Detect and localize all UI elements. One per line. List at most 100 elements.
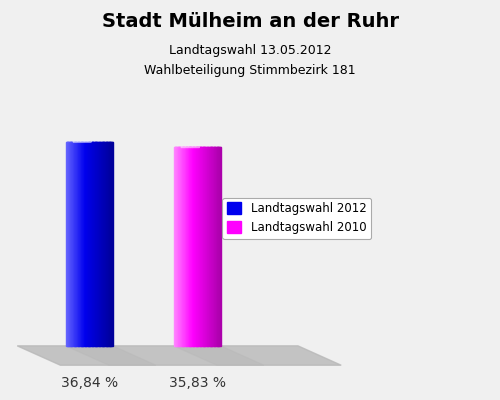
Bar	[76, 142, 78, 346]
Bar	[74, 142, 76, 346]
Bar	[89, 142, 90, 346]
Bar	[196, 148, 198, 346]
Text: 36,84 %: 36,84 %	[60, 376, 118, 390]
Bar	[106, 142, 108, 346]
Bar	[78, 142, 80, 346]
Bar	[210, 148, 211, 346]
Bar	[215, 148, 216, 346]
Bar	[204, 148, 206, 346]
Legend: Landtagswahl 2012, Landtagswahl 2010: Landtagswahl 2012, Landtagswahl 2010	[222, 198, 372, 239]
Bar	[211, 148, 212, 346]
Bar	[84, 142, 85, 346]
Bar	[75, 142, 76, 346]
Bar	[202, 148, 204, 346]
Bar	[88, 142, 90, 346]
Bar	[192, 148, 193, 346]
Bar	[178, 148, 179, 346]
Bar	[94, 142, 96, 346]
Bar	[198, 148, 199, 346]
Text: Wahlbeteiligung Stimmbezirk 181: Wahlbeteiligung Stimmbezirk 181	[144, 64, 356, 77]
Bar	[96, 142, 98, 346]
Bar	[97, 142, 98, 346]
Polygon shape	[66, 346, 156, 365]
Bar	[220, 148, 221, 346]
Bar	[205, 148, 206, 346]
Bar	[104, 142, 105, 346]
Bar	[111, 142, 112, 346]
Bar	[102, 142, 104, 346]
Bar	[68, 142, 70, 346]
Bar	[199, 148, 200, 346]
Bar	[184, 148, 186, 346]
Bar	[105, 142, 106, 346]
Bar	[188, 148, 190, 346]
Bar	[197, 148, 198, 346]
Bar	[174, 148, 176, 346]
Bar	[213, 148, 214, 346]
Bar	[216, 148, 217, 346]
Bar	[208, 148, 210, 346]
Bar	[102, 142, 103, 346]
Polygon shape	[174, 346, 264, 365]
Bar	[107, 142, 108, 346]
Bar	[201, 148, 202, 346]
Bar	[176, 148, 178, 346]
Bar	[110, 142, 112, 346]
Bar	[184, 148, 185, 346]
Bar	[66, 142, 68, 346]
Bar	[108, 142, 109, 346]
Bar	[86, 142, 87, 346]
Bar	[200, 148, 202, 346]
Bar	[210, 148, 212, 346]
Bar	[195, 148, 196, 346]
Bar	[93, 142, 94, 346]
Bar	[183, 148, 184, 346]
Polygon shape	[17, 346, 341, 365]
Bar	[92, 142, 94, 346]
Bar	[191, 148, 192, 346]
Bar	[187, 148, 188, 346]
Bar	[214, 148, 216, 346]
Bar	[101, 142, 102, 346]
Bar	[206, 148, 208, 346]
Bar	[70, 142, 72, 346]
Bar	[209, 148, 210, 346]
Bar	[182, 148, 184, 346]
Bar	[87, 142, 88, 346]
Text: Landtagswahl 13.05.2012: Landtagswahl 13.05.2012	[169, 44, 331, 57]
Bar	[76, 142, 77, 346]
Bar	[194, 148, 195, 346]
Bar	[88, 142, 89, 346]
Bar	[108, 142, 110, 346]
Bar	[83, 142, 84, 346]
Bar	[216, 148, 218, 346]
Bar	[94, 142, 95, 346]
Bar	[84, 142, 86, 346]
Bar	[174, 148, 175, 346]
Bar	[177, 148, 178, 346]
Bar	[73, 142, 74, 346]
Bar	[82, 142, 84, 346]
Bar	[80, 142, 82, 346]
Bar	[98, 142, 100, 346]
Bar	[206, 148, 207, 346]
Bar	[112, 142, 113, 346]
Bar	[66, 142, 67, 346]
Bar	[190, 148, 192, 346]
Bar	[186, 148, 188, 346]
Bar	[181, 148, 182, 346]
Bar	[79, 142, 80, 346]
Bar	[188, 148, 189, 346]
Bar	[180, 148, 181, 346]
Bar	[103, 142, 104, 346]
Bar	[218, 148, 220, 346]
Bar	[69, 142, 70, 346]
Bar	[100, 142, 102, 346]
Bar	[80, 142, 81, 346]
Bar	[219, 148, 220, 346]
Bar	[192, 148, 194, 346]
Bar	[90, 142, 91, 346]
Text: 35,83 %: 35,83 %	[168, 376, 226, 390]
Bar	[178, 148, 180, 346]
Text: Stadt Mülheim an der Ruhr: Stadt Mülheim an der Ruhr	[102, 12, 399, 31]
